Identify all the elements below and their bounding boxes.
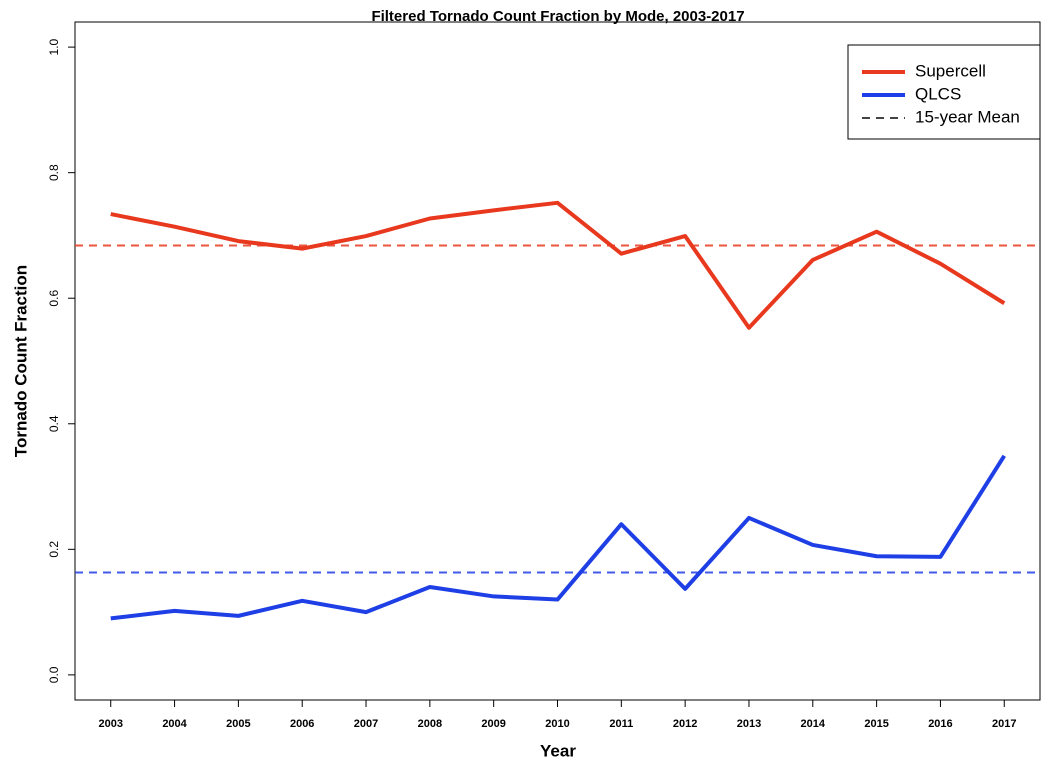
y-tick-label: 1.0	[47, 38, 61, 55]
x-tick-label: 2006	[290, 718, 314, 730]
y-axis-label: Tornado Count Fraction	[11, 265, 30, 457]
x-tick-label: 2013	[737, 718, 761, 730]
x-tick-label: 2003	[98, 718, 122, 730]
x-tick-label: 2009	[481, 718, 505, 730]
x-tick-label: 2012	[673, 718, 697, 730]
x-tick-label: 2004	[162, 718, 187, 730]
x-axis-label: Year	[540, 741, 576, 760]
series-line	[110, 200, 1006, 330]
x-tick-label: 2010	[545, 718, 569, 730]
x-tick-label: 2015	[864, 718, 888, 730]
x-tick-label: 2016	[928, 718, 952, 730]
y-tick-label: 0.8	[47, 164, 61, 181]
x-tick-label: 2007	[354, 718, 378, 730]
series-line	[110, 454, 1006, 621]
x-tick-label: 2014	[801, 718, 826, 730]
y-tick-label: 0.6	[47, 290, 61, 307]
y-tick-label: 0.2	[47, 541, 61, 558]
x-tick-label: 2008	[418, 718, 442, 730]
y-tick-label: 0.0	[47, 666, 61, 683]
x-tick-label: 2005	[226, 718, 250, 730]
chart-title: Filtered Tornado Count Fraction by Mode,…	[371, 8, 744, 25]
legend-label: 15-year Mean	[915, 107, 1020, 126]
legend-box	[847, 44, 1041, 140]
legend-label: Supercell	[915, 61, 986, 80]
x-tick-label: 2017	[992, 718, 1016, 730]
legend-label: QLCS	[915, 84, 961, 103]
x-tick-label: 2011	[609, 718, 633, 730]
y-tick-label: 0.4	[47, 415, 61, 432]
